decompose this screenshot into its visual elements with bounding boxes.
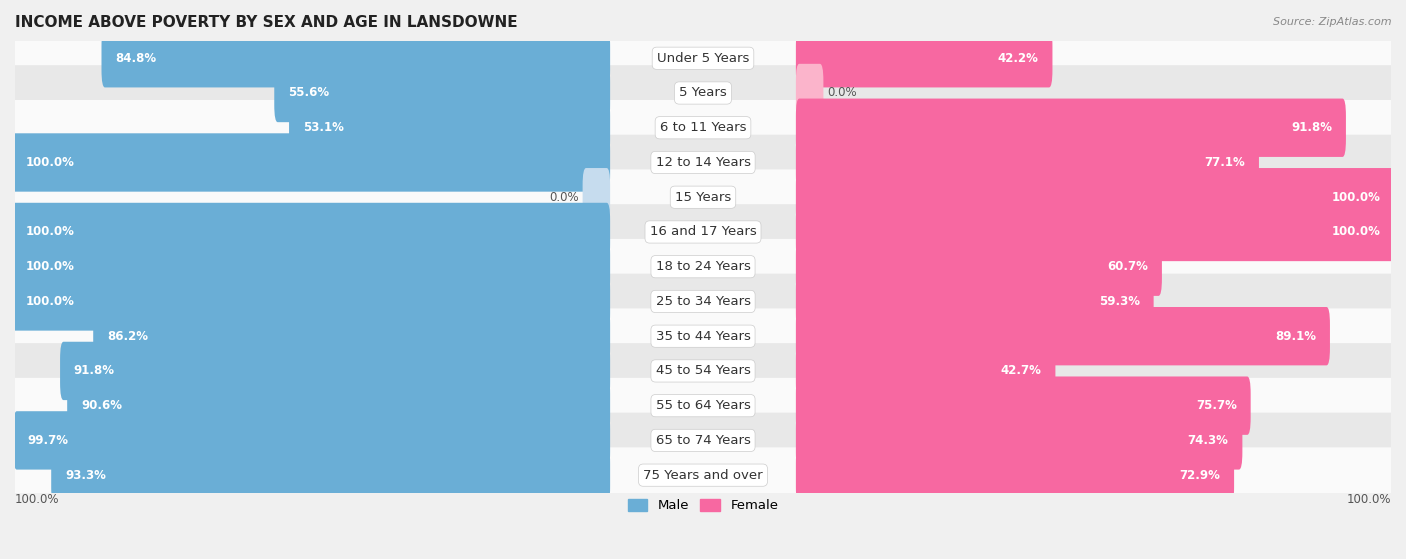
- FancyBboxPatch shape: [290, 98, 610, 157]
- FancyBboxPatch shape: [13, 65, 1393, 121]
- Text: 100.0%: 100.0%: [1331, 225, 1381, 239]
- FancyBboxPatch shape: [13, 169, 1393, 225]
- Text: 91.8%: 91.8%: [1291, 121, 1331, 134]
- FancyBboxPatch shape: [796, 168, 1395, 226]
- FancyBboxPatch shape: [13, 100, 1393, 155]
- Text: 74.3%: 74.3%: [1188, 434, 1229, 447]
- Text: 18 to 24 Years: 18 to 24 Years: [655, 260, 751, 273]
- FancyBboxPatch shape: [11, 238, 610, 296]
- FancyBboxPatch shape: [796, 272, 1154, 330]
- FancyBboxPatch shape: [67, 376, 610, 435]
- Text: 12 to 14 Years: 12 to 14 Years: [655, 156, 751, 169]
- FancyBboxPatch shape: [13, 274, 1393, 329]
- Text: 100.0%: 100.0%: [15, 493, 59, 506]
- FancyBboxPatch shape: [11, 203, 610, 261]
- Text: 59.3%: 59.3%: [1099, 295, 1140, 308]
- Text: 100.0%: 100.0%: [1331, 191, 1381, 203]
- FancyBboxPatch shape: [796, 98, 1346, 157]
- Text: 75 Years and over: 75 Years and over: [643, 468, 763, 482]
- Text: 5 Years: 5 Years: [679, 87, 727, 100]
- Text: 53.1%: 53.1%: [302, 121, 343, 134]
- FancyBboxPatch shape: [796, 203, 1395, 261]
- Text: 77.1%: 77.1%: [1205, 156, 1246, 169]
- Text: 100.0%: 100.0%: [1347, 493, 1391, 506]
- Text: 6 to 11 Years: 6 to 11 Years: [659, 121, 747, 134]
- Text: 42.7%: 42.7%: [1001, 364, 1042, 377]
- FancyBboxPatch shape: [13, 309, 1393, 364]
- Text: 84.8%: 84.8%: [115, 52, 156, 65]
- FancyBboxPatch shape: [60, 342, 610, 400]
- Text: 15 Years: 15 Years: [675, 191, 731, 203]
- Text: 65 to 74 Years: 65 to 74 Years: [655, 434, 751, 447]
- Text: 42.2%: 42.2%: [998, 52, 1039, 65]
- Text: 89.1%: 89.1%: [1275, 330, 1316, 343]
- Text: 72.9%: 72.9%: [1180, 468, 1220, 482]
- FancyBboxPatch shape: [13, 239, 1393, 295]
- FancyBboxPatch shape: [51, 446, 610, 504]
- Text: INCOME ABOVE POVERTY BY SEX AND AGE IN LANSDOWNE: INCOME ABOVE POVERTY BY SEX AND AGE IN L…: [15, 15, 517, 30]
- Text: 0.0%: 0.0%: [550, 191, 579, 203]
- Text: Under 5 Years: Under 5 Years: [657, 52, 749, 65]
- FancyBboxPatch shape: [796, 342, 1056, 400]
- Text: 25 to 34 Years: 25 to 34 Years: [655, 295, 751, 308]
- FancyBboxPatch shape: [13, 413, 1393, 468]
- FancyBboxPatch shape: [796, 307, 1330, 366]
- Text: 100.0%: 100.0%: [25, 295, 75, 308]
- FancyBboxPatch shape: [13, 447, 1393, 503]
- Text: 91.8%: 91.8%: [75, 364, 115, 377]
- FancyBboxPatch shape: [582, 168, 610, 226]
- FancyBboxPatch shape: [13, 343, 1393, 399]
- Text: 86.2%: 86.2%: [107, 330, 148, 343]
- Text: 93.3%: 93.3%: [65, 468, 105, 482]
- Text: Source: ZipAtlas.com: Source: ZipAtlas.com: [1274, 17, 1392, 27]
- FancyBboxPatch shape: [796, 238, 1161, 296]
- FancyBboxPatch shape: [796, 446, 1234, 504]
- FancyBboxPatch shape: [13, 378, 1393, 433]
- Text: 75.7%: 75.7%: [1197, 399, 1237, 412]
- Text: 90.6%: 90.6%: [82, 399, 122, 412]
- Text: 100.0%: 100.0%: [25, 260, 75, 273]
- Text: 55 to 64 Years: 55 to 64 Years: [655, 399, 751, 412]
- FancyBboxPatch shape: [11, 133, 610, 192]
- FancyBboxPatch shape: [101, 29, 610, 87]
- Text: 99.7%: 99.7%: [27, 434, 67, 447]
- FancyBboxPatch shape: [796, 133, 1258, 192]
- FancyBboxPatch shape: [13, 31, 1393, 86]
- FancyBboxPatch shape: [13, 204, 1393, 260]
- Text: 35 to 44 Years: 35 to 44 Years: [655, 330, 751, 343]
- FancyBboxPatch shape: [796, 376, 1251, 435]
- Text: 0.0%: 0.0%: [827, 87, 856, 100]
- Legend: Male, Female: Male, Female: [623, 494, 783, 518]
- Text: 100.0%: 100.0%: [25, 156, 75, 169]
- FancyBboxPatch shape: [274, 64, 610, 122]
- Text: 60.7%: 60.7%: [1108, 260, 1149, 273]
- FancyBboxPatch shape: [796, 411, 1243, 470]
- Text: 55.6%: 55.6%: [288, 87, 329, 100]
- Text: 45 to 54 Years: 45 to 54 Years: [655, 364, 751, 377]
- Text: 100.0%: 100.0%: [25, 225, 75, 239]
- FancyBboxPatch shape: [13, 135, 1393, 190]
- FancyBboxPatch shape: [796, 64, 824, 122]
- FancyBboxPatch shape: [93, 307, 610, 366]
- FancyBboxPatch shape: [11, 272, 610, 330]
- FancyBboxPatch shape: [796, 29, 1053, 87]
- FancyBboxPatch shape: [13, 411, 610, 470]
- Text: 16 and 17 Years: 16 and 17 Years: [650, 225, 756, 239]
